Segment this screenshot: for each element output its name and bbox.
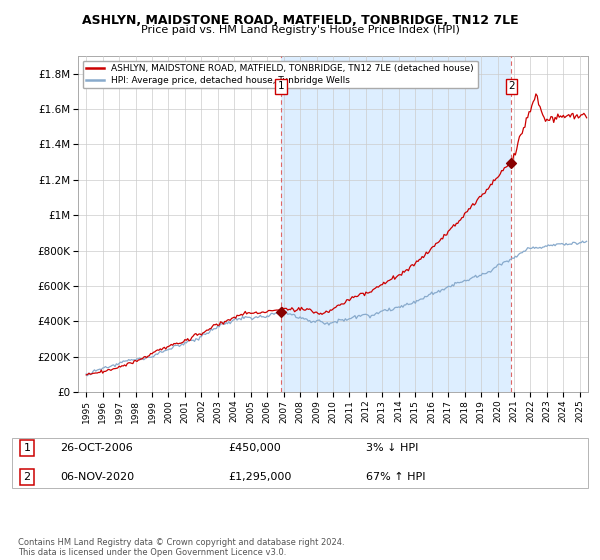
Text: 2: 2 — [508, 81, 515, 91]
Text: 3% ↓ HPI: 3% ↓ HPI — [366, 443, 418, 453]
Bar — [281, 56, 511, 392]
Legend: ASHLYN, MAIDSTONE ROAD, MATFIELD, TONBRIDGE, TN12 7LE (detached house), HPI: Ave: ASHLYN, MAIDSTONE ROAD, MATFIELD, TONBRI… — [83, 60, 478, 88]
Text: 1: 1 — [277, 81, 284, 91]
Text: 06-NOV-2020: 06-NOV-2020 — [60, 472, 134, 482]
Text: £450,000: £450,000 — [228, 443, 281, 453]
Text: Contains HM Land Registry data © Crown copyright and database right 2024.
This d: Contains HM Land Registry data © Crown c… — [18, 538, 344, 557]
Point — [276, 308, 286, 317]
Text: Price paid vs. HM Land Registry's House Price Index (HPI): Price paid vs. HM Land Registry's House … — [140, 25, 460, 35]
Text: 1: 1 — [23, 443, 31, 453]
Text: 67% ↑ HPI: 67% ↑ HPI — [366, 472, 425, 482]
Text: ASHLYN, MAIDSTONE ROAD, MATFIELD, TONBRIDGE, TN12 7LE: ASHLYN, MAIDSTONE ROAD, MATFIELD, TONBRI… — [82, 14, 518, 27]
Text: 2: 2 — [23, 472, 31, 482]
Text: 26-OCT-2006: 26-OCT-2006 — [60, 443, 133, 453]
Point — [506, 158, 516, 167]
Text: £1,295,000: £1,295,000 — [228, 472, 292, 482]
